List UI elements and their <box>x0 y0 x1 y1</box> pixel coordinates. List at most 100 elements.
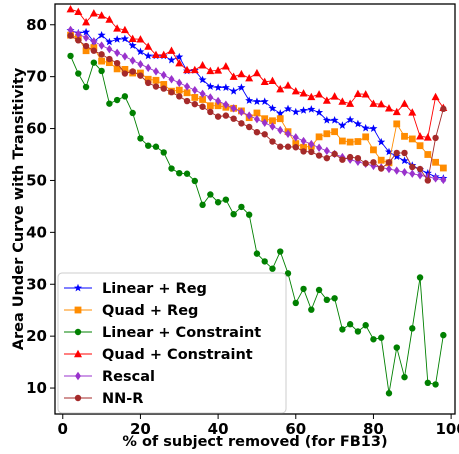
data-point <box>354 328 362 335</box>
legend-label: Quad + Reg <box>102 303 198 319</box>
data-point <box>67 32 74 39</box>
data-point <box>393 120 401 128</box>
data-point <box>423 133 432 141</box>
data-point <box>152 143 160 150</box>
data-point <box>75 37 82 44</box>
data-point <box>362 160 369 167</box>
data-point <box>136 35 145 43</box>
data-point <box>136 47 145 56</box>
data-point <box>176 93 183 100</box>
data-point <box>370 159 377 166</box>
legend-label: Quad + Constraint <box>102 347 253 363</box>
data-point <box>261 118 268 128</box>
data-point <box>315 133 323 141</box>
data-point <box>128 34 137 42</box>
data-point <box>353 119 362 128</box>
data-point <box>277 248 284 255</box>
legend-entry: NN-R <box>64 391 143 407</box>
legend-marker <box>75 371 81 381</box>
data-point <box>121 70 129 77</box>
data-point <box>230 115 237 122</box>
data-point <box>82 27 91 36</box>
data-point <box>160 149 167 156</box>
data-point <box>222 196 230 203</box>
data-point <box>260 77 269 86</box>
data-point <box>431 92 440 101</box>
data-point <box>106 55 113 63</box>
legend-label: Linear + Constraint <box>102 325 261 341</box>
series-line <box>70 30 444 179</box>
data-point <box>315 108 324 116</box>
data-point <box>214 199 222 206</box>
data-point <box>353 89 362 97</box>
legend-entry: Rescal <box>64 369 155 385</box>
data-point <box>237 69 246 78</box>
data-point <box>300 285 307 293</box>
data-point <box>145 79 152 87</box>
data-point <box>377 156 385 164</box>
data-point <box>261 258 268 265</box>
data-point <box>260 97 269 105</box>
data-point <box>144 75 152 83</box>
data-point <box>424 172 431 182</box>
data-point <box>183 65 192 74</box>
data-point <box>82 42 90 50</box>
data-point <box>323 296 331 304</box>
data-point <box>113 65 121 73</box>
data-point <box>129 68 136 75</box>
legend-entry: Linear + Reg <box>64 281 207 297</box>
data-point <box>322 116 331 124</box>
data-point <box>362 133 370 141</box>
data-point <box>369 99 378 107</box>
y-tick-label: 50 <box>26 171 47 189</box>
data-point <box>214 83 223 91</box>
data-point <box>439 164 447 172</box>
data-point <box>252 68 261 77</box>
data-point <box>269 265 276 272</box>
y-tick-label: 80 <box>26 16 47 34</box>
data-point <box>253 128 261 136</box>
data-point <box>198 75 207 84</box>
data-point <box>339 156 346 163</box>
data-point <box>385 164 392 174</box>
data-point <box>214 102 222 110</box>
data-point <box>416 132 425 140</box>
data-point <box>98 51 105 58</box>
data-point <box>346 115 355 124</box>
data-point <box>183 89 191 97</box>
data-point <box>331 128 339 136</box>
data-point <box>175 58 184 67</box>
data-point <box>276 109 285 117</box>
data-point <box>105 59 113 67</box>
data-point <box>238 107 245 117</box>
data-point <box>252 97 261 105</box>
data-point <box>75 70 82 77</box>
data-point <box>316 143 323 152</box>
data-point <box>199 201 206 209</box>
data-point <box>370 146 377 154</box>
data-point <box>393 344 400 351</box>
data-point <box>176 78 183 88</box>
data-point <box>307 105 316 113</box>
data-point <box>440 331 447 339</box>
data-point <box>338 121 347 129</box>
data-point <box>237 83 246 91</box>
data-point <box>128 41 137 49</box>
data-point <box>245 74 254 82</box>
series-5 <box>67 32 447 184</box>
data-point <box>315 152 323 159</box>
data-point <box>230 210 237 218</box>
data-point <box>144 42 153 50</box>
data-point <box>268 76 277 85</box>
data-point <box>191 94 199 101</box>
legend-label: NN-R <box>102 391 143 407</box>
data-point <box>222 112 230 119</box>
y-tick-label: 20 <box>26 327 47 345</box>
x-tick-label: 20 <box>130 420 151 438</box>
data-point <box>160 81 168 88</box>
data-point <box>409 169 416 178</box>
data-point <box>206 102 214 110</box>
data-point <box>98 57 106 65</box>
data-point <box>322 96 331 104</box>
